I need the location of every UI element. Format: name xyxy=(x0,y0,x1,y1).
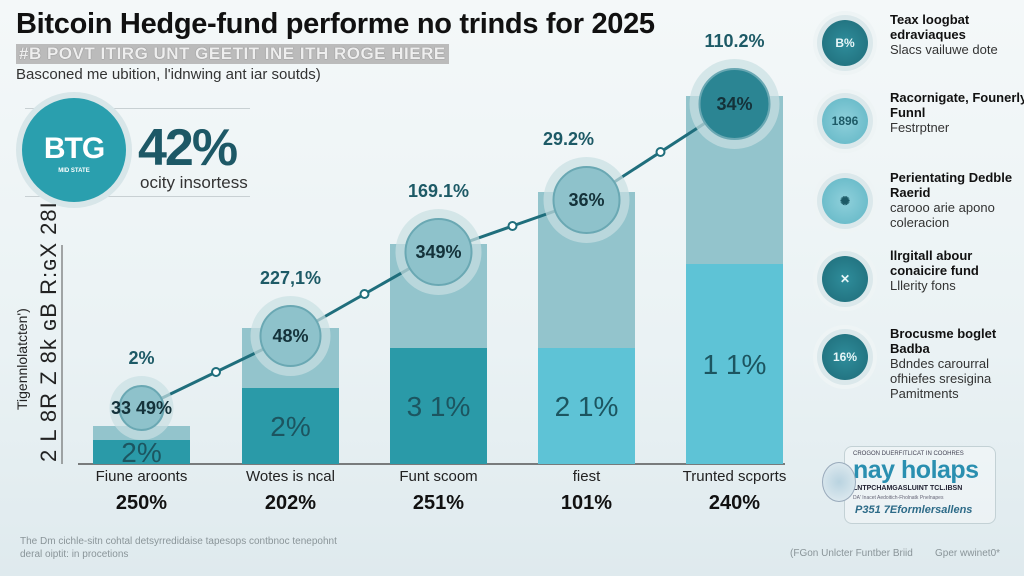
item-subtitle: Lllerity fons xyxy=(890,278,956,293)
kpi-value: 42% xyxy=(138,119,238,177)
data-point-circle xyxy=(698,68,771,140)
bar-segment-lower xyxy=(686,264,783,464)
data-point-label: 36% xyxy=(568,190,604,210)
badge-name: nay holaps xyxy=(853,456,979,484)
brand-badge: CROGON DUERFITLICAT IN COOHRES nay holap… xyxy=(844,446,996,524)
item-subtitle: Slacs vailuwe dote xyxy=(890,42,998,57)
y-axis-label-secondary: 2 L 8R Z 8k ɢB R:ɢX 28I xyxy=(36,201,61,462)
data-point-circle xyxy=(259,305,322,367)
handshake-icon: ✕ xyxy=(822,256,868,302)
percent-badge-icon: 16% xyxy=(822,334,868,380)
category-value: 202% xyxy=(264,492,317,514)
badge-line: CROGON DUERFITLICAT IN COOHRES xyxy=(853,451,964,457)
bar-segment-lower xyxy=(242,388,339,464)
person-network-icon: ✺ xyxy=(822,178,868,224)
top-value-label: 169.1% xyxy=(408,181,469,201)
footer-right: Gper wwinet0* xyxy=(935,548,1001,559)
category-value: 251% xyxy=(412,492,465,514)
item-subtitle: carooo arie apono coleracion xyxy=(890,200,995,230)
badge-line: P351 7Eformlersallens xyxy=(855,504,973,516)
data-point-circle xyxy=(118,385,165,431)
data-point-label: 33 49% xyxy=(111,398,172,418)
item-title: Brocusme boglet Badba xyxy=(890,326,997,356)
category-label: Funt scoom xyxy=(399,468,478,485)
bar-inner-label: 1 1% xyxy=(703,349,767,380)
data-point-label: 34% xyxy=(716,94,752,114)
data-point-circle xyxy=(404,218,473,286)
data-point-label: 349% xyxy=(415,242,461,262)
bar-segment-lower xyxy=(538,348,635,464)
footnote: The Dm cichle-sitn cohtal detsyrredidais… xyxy=(20,536,337,547)
bar-segment-lower xyxy=(390,348,487,464)
top-value-label: 110.2% xyxy=(704,31,764,51)
number-badge-icon: 1896 xyxy=(822,98,868,144)
trend-line-node xyxy=(655,147,666,157)
item-title: llrgitall abour conaicire fund xyxy=(890,248,979,278)
item-title: Perientating Dedble Raerid xyxy=(890,170,1013,200)
badge-line: LNTPCHAMGASLUINT TCL.IBSN xyxy=(853,485,963,492)
item-title: Racornigate, Founerly Funnl xyxy=(890,90,1024,120)
bar-inner-label: 2 1% xyxy=(555,391,619,422)
page-title: Bitcoin Hedge-fund performe no trinds fo… xyxy=(16,8,655,40)
item-subtitle: Festrptner xyxy=(890,120,950,135)
y-axis-label: Tigennlolatcten') xyxy=(14,308,30,410)
top-value-label: 29.2% xyxy=(543,129,594,149)
page-description: Basconed me ubition, l'idnwing ant iar s… xyxy=(16,66,321,83)
top-value-label: 2% xyxy=(128,348,154,368)
bar-inner-label: 3 1% xyxy=(407,391,471,422)
category-label: Fiune aroonts xyxy=(95,468,188,485)
logo-text: BTG xyxy=(43,132,105,165)
trend-line-node xyxy=(507,221,518,231)
category-value: 240% xyxy=(708,492,761,514)
bar-inner-label: 2% xyxy=(270,411,310,442)
globe-icon xyxy=(822,462,856,502)
footnote: deral oiptit: in procetions xyxy=(20,549,129,560)
item-subtitle: Bdndes carourral ofhiefes sresigina Pami… xyxy=(890,356,992,401)
category-label: Trunted scports xyxy=(682,468,787,485)
category-value: 250% xyxy=(115,492,168,514)
percent-badge-icon: B% xyxy=(822,20,868,66)
trend-line-node xyxy=(359,289,370,299)
badge-line: DA' Inacet Aedoitich-Fholnatk Pnelnapes xyxy=(853,495,944,501)
data-point-label: 48% xyxy=(272,326,308,346)
divider xyxy=(25,196,250,197)
trend-line-node xyxy=(211,367,221,377)
bar-inner-label: 2% xyxy=(121,437,161,468)
data-point-circle xyxy=(552,166,621,234)
logo-subtext: MID STATE xyxy=(58,168,90,174)
btg-logo: BTG MID STATE xyxy=(22,98,126,202)
category-value: 101% xyxy=(560,492,613,514)
divider xyxy=(25,108,250,109)
bar-segment-lower xyxy=(93,440,190,464)
kpi-label: ocity insortess xyxy=(140,173,248,192)
item-title: Teax loogbat edraviaques xyxy=(890,12,970,42)
category-label: fiest xyxy=(572,468,601,485)
category-label: Wotes is ncal xyxy=(246,468,335,485)
top-value-label: 227,1% xyxy=(260,268,321,288)
page-subtitle: #B POVT ITIRG UNT GEETIT INE ITH ROGE HI… xyxy=(16,44,449,64)
source-note: (FGon Unlcter Funtber Briid xyxy=(790,548,913,559)
